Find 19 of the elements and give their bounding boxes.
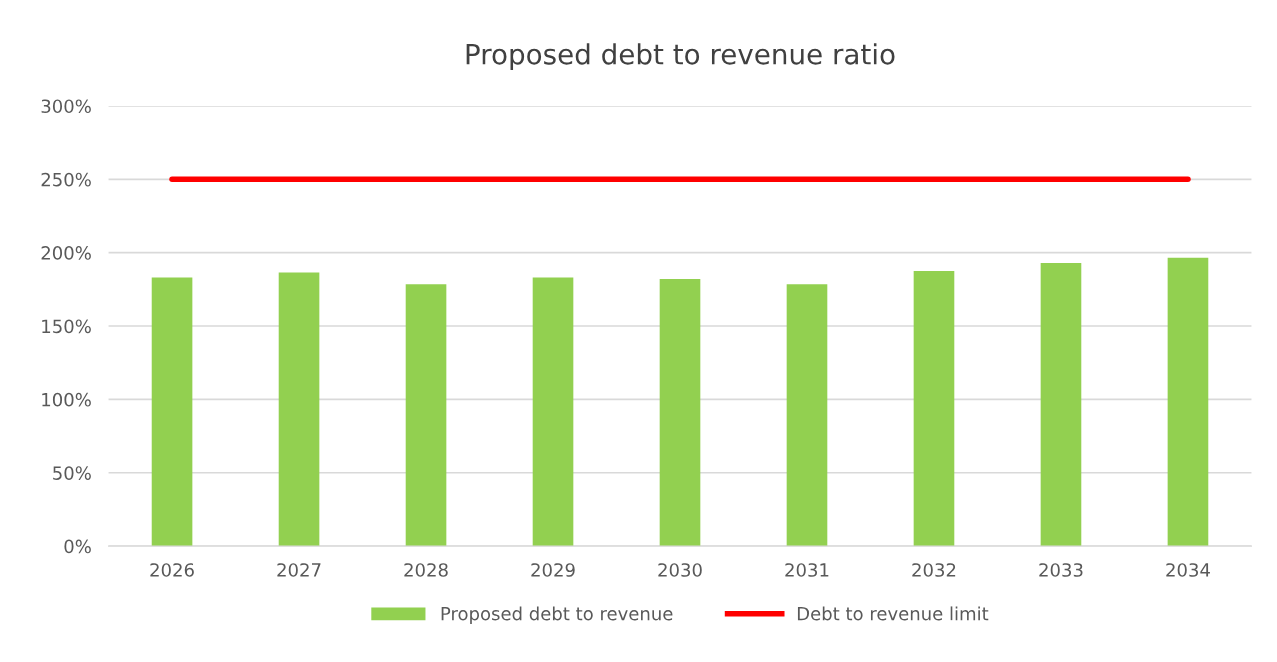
x-tick-label: 2032 <box>912 563 956 577</box>
x-tick-label: 2028 <box>404 563 448 577</box>
y-tick-label: 100% <box>42 392 91 407</box>
x-tick-label: 2029 <box>531 563 575 577</box>
x-tick-label: 2026 <box>150 563 194 577</box>
x-tick-label: 2033 <box>1039 563 1083 577</box>
x-tick-label: 2030 <box>658 563 702 577</box>
y-tick-label: 300% <box>41 99 91 114</box>
chart-title: Proposed debt to revenue ratio <box>466 43 895 71</box>
y-tick-label: 200% <box>41 246 91 260</box>
legend-label: Proposed debt to revenue <box>441 606 673 624</box>
y-tick-label: 250% <box>41 172 91 187</box>
y-tick-label: 150% <box>42 319 91 334</box>
y-tick-label: 0% <box>64 539 91 554</box>
x-tick-label: 2034 <box>1166 563 1210 577</box>
x-tick-label: 2031 <box>785 563 829 577</box>
x-tick-label: 2027 <box>277 563 321 577</box>
legend-label: Debt to revenue limit <box>797 606 989 621</box>
y-tick-label: 50% <box>53 466 91 480</box>
